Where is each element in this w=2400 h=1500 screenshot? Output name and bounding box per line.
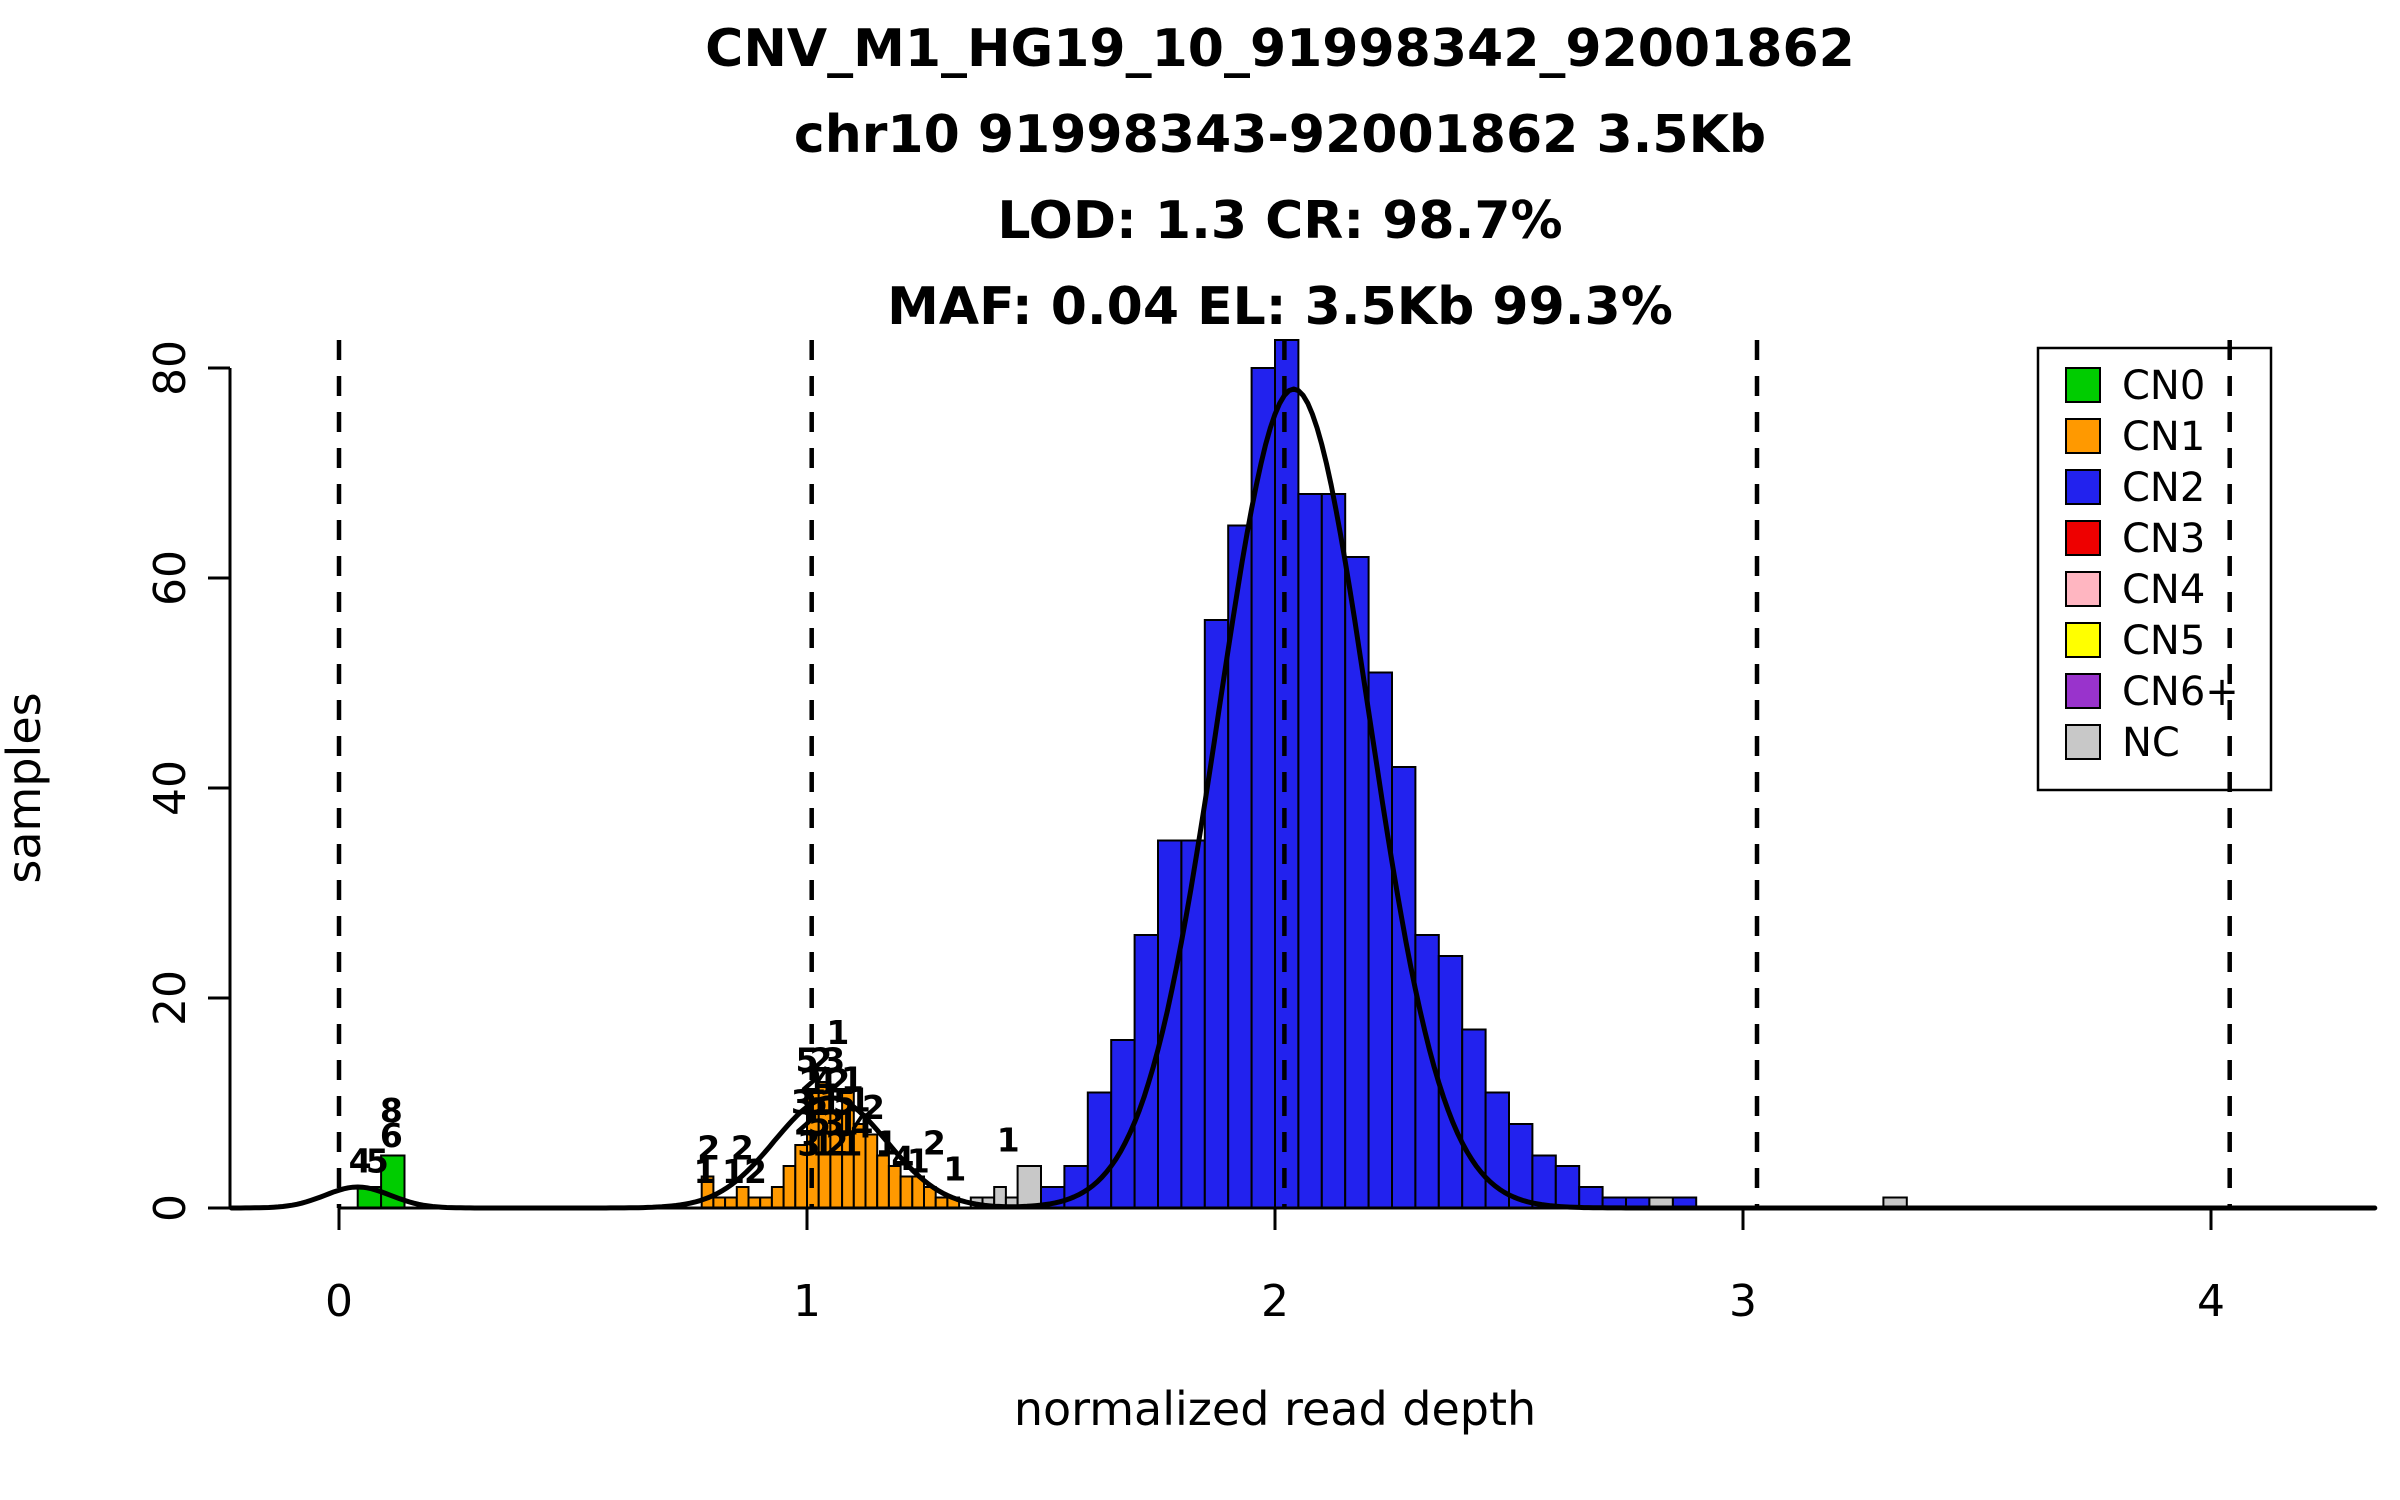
bar-count-label: 2 [826,1125,849,1164]
hist-bar-nc [1016,1165,1042,1209]
legend-swatch-cn6+ [2065,673,2101,709]
x-tick-label: 3 [1729,1276,1757,1327]
hist-bar-cn1 [770,1186,785,1209]
hist-bar-cn2 [1344,556,1370,1209]
bar-count-label: 1 [943,1150,966,1189]
hist-bar-cn2 [1297,493,1323,1209]
bar-count-label: 3 [791,1083,814,1122]
bar-count-label: 1 [811,1125,834,1164]
bar-count-label: 3 [822,1104,845,1143]
bar-count-label: 4 [349,1141,372,1180]
hist-bar-cn2 [1367,671,1393,1209]
y-tick-label: 40 [145,760,196,816]
bar-count-label: 1 [722,1152,745,1191]
y-tick-label: 60 [145,550,196,606]
legend-swatch-cn2 [2065,469,2101,505]
hist-bar-cn1 [724,1196,738,1209]
hist-bar-cn1 [712,1196,727,1209]
plot-title-line-3: LOD: 1.3 CR: 98.7% [997,191,1562,251]
bar-count-label: 2 [862,1088,885,1127]
y-axis-label: samples [0,692,51,883]
hist-bar-cn2 [1531,1154,1557,1209]
y-tick-label: 0 [145,1194,196,1222]
legend-label-cn3: CN3 [2122,516,2205,562]
legend-label-cn6+: CN6+ [2122,669,2239,715]
hist-bar-cn1 [782,1165,797,1209]
bar-count-label: 2 [799,1062,822,1101]
hist-bar-cn2 [1320,493,1347,1209]
legend-label-cn2: CN2 [2122,465,2205,511]
hist-bar-cn2 [1274,339,1300,1209]
hist-bar-cn1 [747,1196,762,1209]
bar-count-label: 4 [891,1139,914,1178]
legend-swatch-cn1 [2065,418,2101,454]
hist-bar-cn1 [876,1154,890,1209]
hist-bar-cn2 [1461,1028,1487,1209]
hist-bar-cn1 [759,1196,773,1209]
y-tick-label: 80 [145,340,196,396]
hist-bar-cn2 [1437,955,1464,1209]
plot-title-line-4: MAF: 0.04 EL: 3.5Kb 99.3% [887,277,1673,337]
bar-count-label: 2 [731,1129,754,1168]
bar-count-label: 6 [380,1116,403,1155]
x-tick-label: 1 [793,1276,821,1327]
bar-count-label: 1 [997,1120,1020,1159]
bar-count-label: 1 [836,1104,859,1143]
bar-count-label: 5 [808,1104,831,1143]
bar-count-label: 5 [366,1141,389,1180]
bar-count-label: 2 [827,1062,850,1101]
bar-count-label: 2 [923,1124,946,1163]
legend-swatch-cn3 [2065,520,2101,556]
legend-swatch-cn4 [2065,571,2101,607]
bar-count-label: 8 [380,1091,403,1130]
hist-bar-cn2 [1157,839,1183,1209]
hist-bar-cn2 [1180,839,1206,1209]
bar-count-label: 1 [694,1152,717,1191]
legend-swatch-nc [2065,724,2101,760]
bar-count-label: 1 [907,1141,930,1180]
bar-count-label: 2 [744,1152,767,1191]
bar-count-label: 1 [875,1124,898,1163]
bar-count-label: 4 [813,1062,836,1101]
x-axis-label: normalized read depth [1014,1382,1536,1436]
bar-count-label: 2 [810,1041,833,1080]
legend-swatch-cn5 [2065,622,2101,658]
bar-count-label: 5 [805,1083,828,1122]
plot-title-line-1: CNV_M1_HG19_10_91998342_92001862 [705,19,1855,79]
bar-count-label: 5 [796,1041,819,1080]
bar-count-label: 3 [822,1041,845,1080]
hist-bar-cn2 [1578,1186,1604,1209]
plot-title-line-2: chr10 91998343-92001862 3.5Kb [794,105,1766,165]
bar-count-label: 2 [697,1129,720,1168]
legend-label-nc: NC [2122,720,2180,766]
bar-count-label: 4 [850,1107,873,1146]
bar-count-label: 2 [794,1104,817,1143]
legend-label-cn0: CN0 [2122,363,2205,409]
legend-label-cn4: CN4 [2122,567,2205,613]
hist-bar-cn1 [934,1196,949,1209]
hist-bar-cn2 [1554,1165,1581,1209]
hist-bar-cn2 [1391,766,1417,1209]
bar-count-label: 1 [848,1080,871,1119]
hist-bar-cn2 [1203,619,1230,1209]
y-tick-label: 20 [145,970,196,1026]
x-tick-label: 4 [2197,1276,2225,1327]
bar-count-label: 1 [841,1059,864,1098]
bar-count-label: 1 [819,1083,842,1122]
legend-swatch-cn0 [2065,367,2101,403]
hist-bar-cn1 [899,1175,914,1209]
hist-bar-cn2 [1110,1039,1136,1209]
hist-bar-cn2 [1086,1091,1113,1209]
x-tick-label: 2 [1261,1276,1289,1327]
legend-label-cn1: CN1 [2122,414,2205,460]
bar-count-label: 3 [797,1125,820,1164]
x-tick-label: 0 [325,1276,353,1327]
bar-count-label: 1 [826,1013,849,1052]
bar-count-label: 5 [833,1083,856,1122]
bar-count-label: 1 [840,1125,863,1164]
legend-label-cn5: CN5 [2122,618,2205,664]
